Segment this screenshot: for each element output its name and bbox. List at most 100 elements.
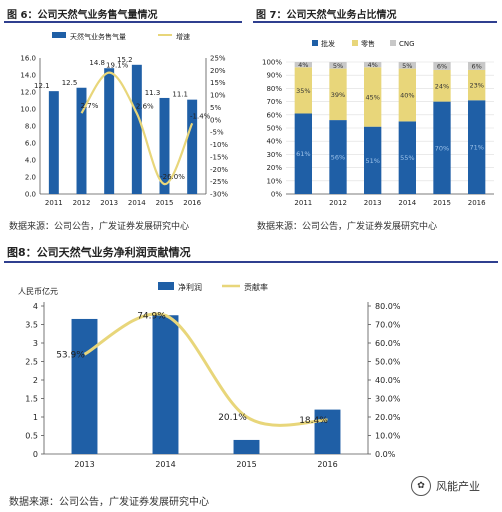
fig6-bar-label: 14.8 (89, 59, 105, 67)
fig8-ylabel: 人民币亿元 (18, 286, 58, 296)
fig7-segment-label: 71% (469, 144, 483, 152)
fig7-bar-segment (329, 62, 347, 69)
fig7-xtick-label: 2013 (364, 199, 382, 207)
fig6-bar-label: 11.1 (172, 91, 188, 99)
fig6-y2tick-label: 25% (210, 55, 226, 63)
fig8-ytick-label: 4 (33, 302, 38, 311)
fig8-line-label: 74.9% (137, 311, 166, 321)
fig7-chart: 批发 零售 CNG 0% 10% 20% 30% 40% 50% 60% 70% 80% 90% 100%… (262, 39, 494, 207)
fig8-ytick-label: 2.5 (25, 358, 38, 367)
fig7-segment-label: 70% (435, 144, 449, 152)
fig7-ytick-label: 0% (271, 191, 282, 199)
fig7-title-rule (253, 21, 497, 23)
fig7-segment-label: 24% (435, 82, 449, 90)
fig7-xtick-label: 2012 (329, 199, 347, 207)
fig7-ytick-label: 90% (266, 72, 282, 80)
fig8-ytick-label: 0.5 (25, 432, 38, 441)
fig7-legend-swatch (390, 40, 396, 46)
fig6-bar (187, 99, 198, 194)
fig7-legend-swatch (312, 40, 318, 46)
fig7-bar-segment (329, 68, 347, 121)
fig7-ytick-label: 80% (266, 85, 282, 93)
fig7-segment-label: 4% (368, 61, 378, 69)
fig7-bar-segment (468, 62, 486, 70)
fig7-ytick-label: 100% (262, 59, 282, 67)
fig8-title-rule (4, 261, 498, 263)
fig6-ytick-label: 0.0 (25, 191, 36, 199)
fig8-source: 数据来源：公司公告，广发证券发展研究中心 (9, 497, 209, 508)
fig7-ytick-label: 20% (266, 164, 282, 172)
fig7-ytick-label: 70% (266, 98, 282, 106)
fig7-segment-label: 5% (333, 62, 343, 70)
fig8-xtick-label: 2013 (74, 460, 94, 469)
fig7-bar-segment (433, 62, 451, 70)
fig8-y2tick-label: 20.0% (375, 413, 401, 422)
fig6-xtick-label: 2014 (128, 199, 146, 207)
fig8-contribution-line (83, 312, 328, 427)
fig8-legend-bar-swatch (158, 282, 174, 290)
fig7-segment-label: 4% (298, 61, 308, 69)
fig7-segment-label: 23% (469, 82, 483, 90)
fig6-legend-bar-label: 天然气业务售气量 (70, 32, 126, 41)
fig6-ytick-label: 10.0 (20, 106, 36, 114)
fig8-xtick-label: 2014 (155, 460, 175, 469)
fig8-y2tick-label: 80.0% (375, 302, 401, 311)
fig7-xtick-label: 2016 (468, 199, 486, 207)
fig8-ytick-label: 0 (33, 450, 38, 459)
wechat-icon: ✿ (411, 476, 431, 496)
fig6-line-label: -26.0% (160, 173, 185, 181)
fig7-title: 图 7：公司天然气业务占比情况 (256, 10, 397, 21)
fig6-y2tick-label: 20% (210, 67, 226, 75)
fig7-bar-segment (294, 62, 312, 68)
fig8-ytick-label: 2 (33, 376, 38, 385)
fig6-ytick-label: 14.0 (20, 72, 36, 80)
fig7-segment-label: 56% (331, 154, 345, 162)
fig6-y2tick-label: -30% (210, 191, 228, 199)
fig8-ytick-label: 3 (33, 339, 38, 348)
fig6-title-rule (4, 21, 242, 23)
fig6-ytick-label: 12.0 (20, 89, 36, 97)
fig8-title: 图8：公司天然气业务净利润贡献情况 (7, 246, 191, 259)
fig7-bar-segment (364, 126, 382, 194)
fig8-line-label: 18.4% (299, 416, 328, 426)
fig6-line-label: 2.6% (136, 102, 154, 110)
fig8-y2tick-label: 30.0% (375, 395, 401, 404)
fig6-line-label: -1.4% (190, 112, 211, 120)
fig7-segment-label: 51% (365, 157, 379, 165)
fig6-bar (159, 97, 170, 194)
fig7-segment-label: 55% (400, 154, 414, 162)
fig8-y2tick-label: 70.0% (375, 321, 401, 330)
fig6-bar-label: 12.5 (62, 79, 78, 87)
fig7-bar-segment (364, 62, 382, 68)
fig8-y2tick-label: 10.0% (375, 432, 401, 441)
fig7-bar-segment (398, 62, 416, 69)
fig8-legend-bar-label: 净利润 (178, 282, 202, 292)
fig6-xtick-label: 2015 (156, 199, 174, 207)
fig6-bar (131, 64, 142, 194)
fig7-bar-segment (433, 101, 451, 194)
fig6-bar-label: 15.2 (117, 56, 133, 64)
fig8-bar (152, 315, 179, 454)
fig6-y2tick-label: 10% (210, 92, 226, 100)
fig7-xtick-label: 2015 (433, 199, 451, 207)
fig6-xtick-label: 2011 (45, 199, 63, 207)
fig7-segment-label: 61% (296, 150, 310, 158)
fig6-ytick-label: 6.0 (25, 140, 36, 148)
fig6-title: 图 6：公司天然气业务售气量情况 (7, 10, 158, 21)
fig6-y2tick-label: -25% (210, 178, 228, 186)
fig8-y2tick-label: 0.0% (375, 450, 396, 459)
fig7-segment-label: 6% (472, 62, 482, 70)
fig6-source: 数据来源：公司公告，广发证券发展研究中心 (9, 222, 190, 232)
fig6-y2tick-label: -20% (210, 166, 228, 174)
fig7-xtick-label: 2014 (398, 199, 416, 207)
fig6-y2tick-label: 0% (210, 116, 221, 124)
fig6-bar-label: 12.1 (34, 82, 50, 90)
fig7-bar-segment (468, 100, 486, 194)
fig8-bar (233, 439, 260, 454)
fig6-bar (48, 91, 59, 194)
fig7-segment-label: 6% (437, 62, 447, 70)
fig8-xtick-label: 2015 (236, 460, 256, 469)
fig8-y2tick-label: 40.0% (375, 376, 401, 385)
fig8-legend-line-label: 贡献率 (244, 282, 268, 292)
